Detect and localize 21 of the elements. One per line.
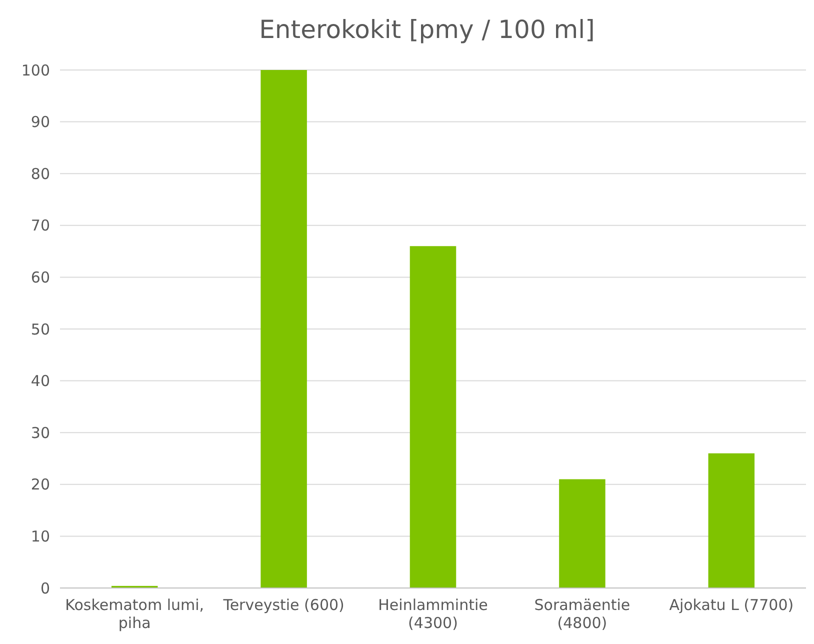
y-tick-label: 20 (30, 476, 50, 494)
y-tick-label: 60 (30, 268, 50, 286)
y-tick-label: 50 (30, 320, 50, 338)
y-tick-label: 90 (30, 113, 50, 132)
bar (410, 246, 456, 588)
x-tick-label: Heinlammintie (4300) (378, 596, 488, 632)
y-tick-label: 30 (30, 424, 50, 442)
y-tick-label: 70 (30, 216, 50, 235)
x-tick-label: Terveystie (600) (222, 596, 344, 614)
x-tick-label: Koskematom lumi, piha (65, 596, 204, 632)
bar (260, 70, 307, 588)
x-tick-label: Ajokatu L (7700) (669, 596, 794, 614)
bar (708, 453, 755, 588)
y-tick-label: 100 (21, 61, 50, 80)
bar (559, 479, 606, 588)
x-tick-label: Soramäentie (4800) (534, 596, 630, 632)
y-tick-label: 80 (30, 164, 50, 183)
y-tick-label: 10 (30, 527, 50, 546)
chart-title: Enterokokit [pmy / 100 ml] (259, 15, 595, 44)
y-tick-label: 0 (40, 579, 50, 598)
y-tick-label: 40 (30, 372, 50, 390)
